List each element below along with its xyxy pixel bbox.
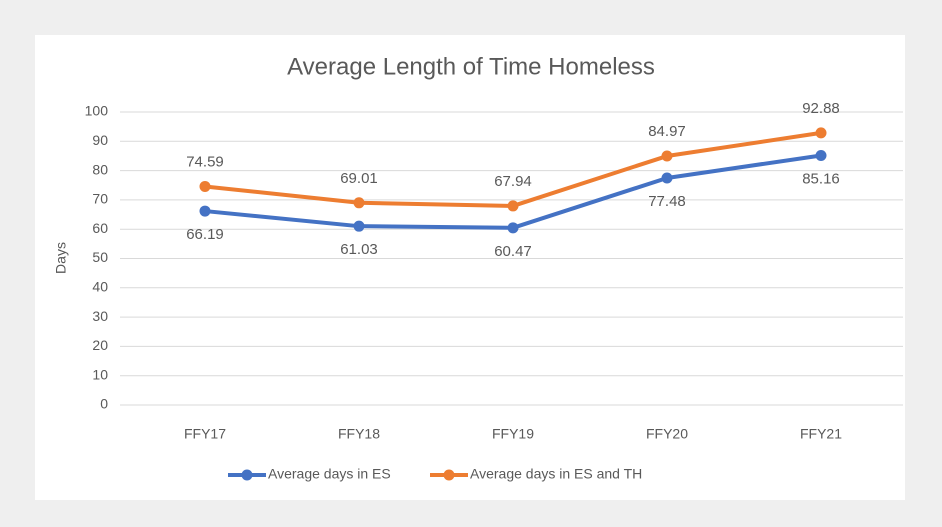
x-tick-label: FFY19 (492, 426, 534, 442)
x-tick-label: FFY18 (338, 426, 380, 442)
data-label: 61.03 (340, 241, 378, 258)
data-label: 66.19 (186, 226, 224, 243)
x-tick-label: FFY21 (800, 426, 842, 442)
marker (661, 172, 673, 184)
data-label: 85.16 (802, 170, 840, 187)
y-axis-label: Days (53, 242, 69, 274)
data-label: 84.97 (648, 123, 686, 140)
y-tick-label: 90 (92, 132, 108, 148)
chart-title: Average Length of Time Homeless (287, 53, 655, 80)
marker (661, 150, 673, 162)
y-tick-label: 30 (92, 308, 108, 324)
x-tick-label: FFY20 (646, 426, 688, 442)
legend-label: Average days in ES and TH (470, 466, 642, 482)
y-tick-label: 40 (92, 279, 108, 295)
legend-label: Average days in ES (268, 466, 391, 482)
y-tick-label: 70 (92, 191, 108, 207)
legend-marker (241, 469, 253, 481)
y-tick-label: 60 (92, 220, 108, 236)
data-label: 92.88 (802, 100, 840, 117)
y-tick-label: 0 (100, 396, 108, 412)
x-tick-label: FFY17 (184, 426, 226, 442)
marker (815, 149, 827, 161)
y-tick-label: 80 (92, 161, 108, 177)
y-tick-label: 50 (92, 249, 108, 265)
marker (199, 205, 211, 217)
marker (507, 200, 519, 212)
data-label: 74.59 (186, 153, 224, 170)
marker (815, 127, 827, 139)
chart-area (35, 35, 905, 500)
data-label: 67.94 (494, 173, 532, 190)
y-tick-label: 10 (92, 366, 108, 382)
y-tick-label: 100 (85, 103, 109, 119)
marker (199, 180, 211, 192)
marker (353, 197, 365, 209)
marker (507, 222, 519, 234)
marker (353, 220, 365, 232)
data-label: 77.48 (648, 193, 686, 210)
data-label: 60.47 (494, 243, 532, 260)
y-tick-label: 20 (92, 337, 108, 353)
data-label: 69.01 (340, 170, 378, 187)
legend-marker (443, 469, 455, 481)
